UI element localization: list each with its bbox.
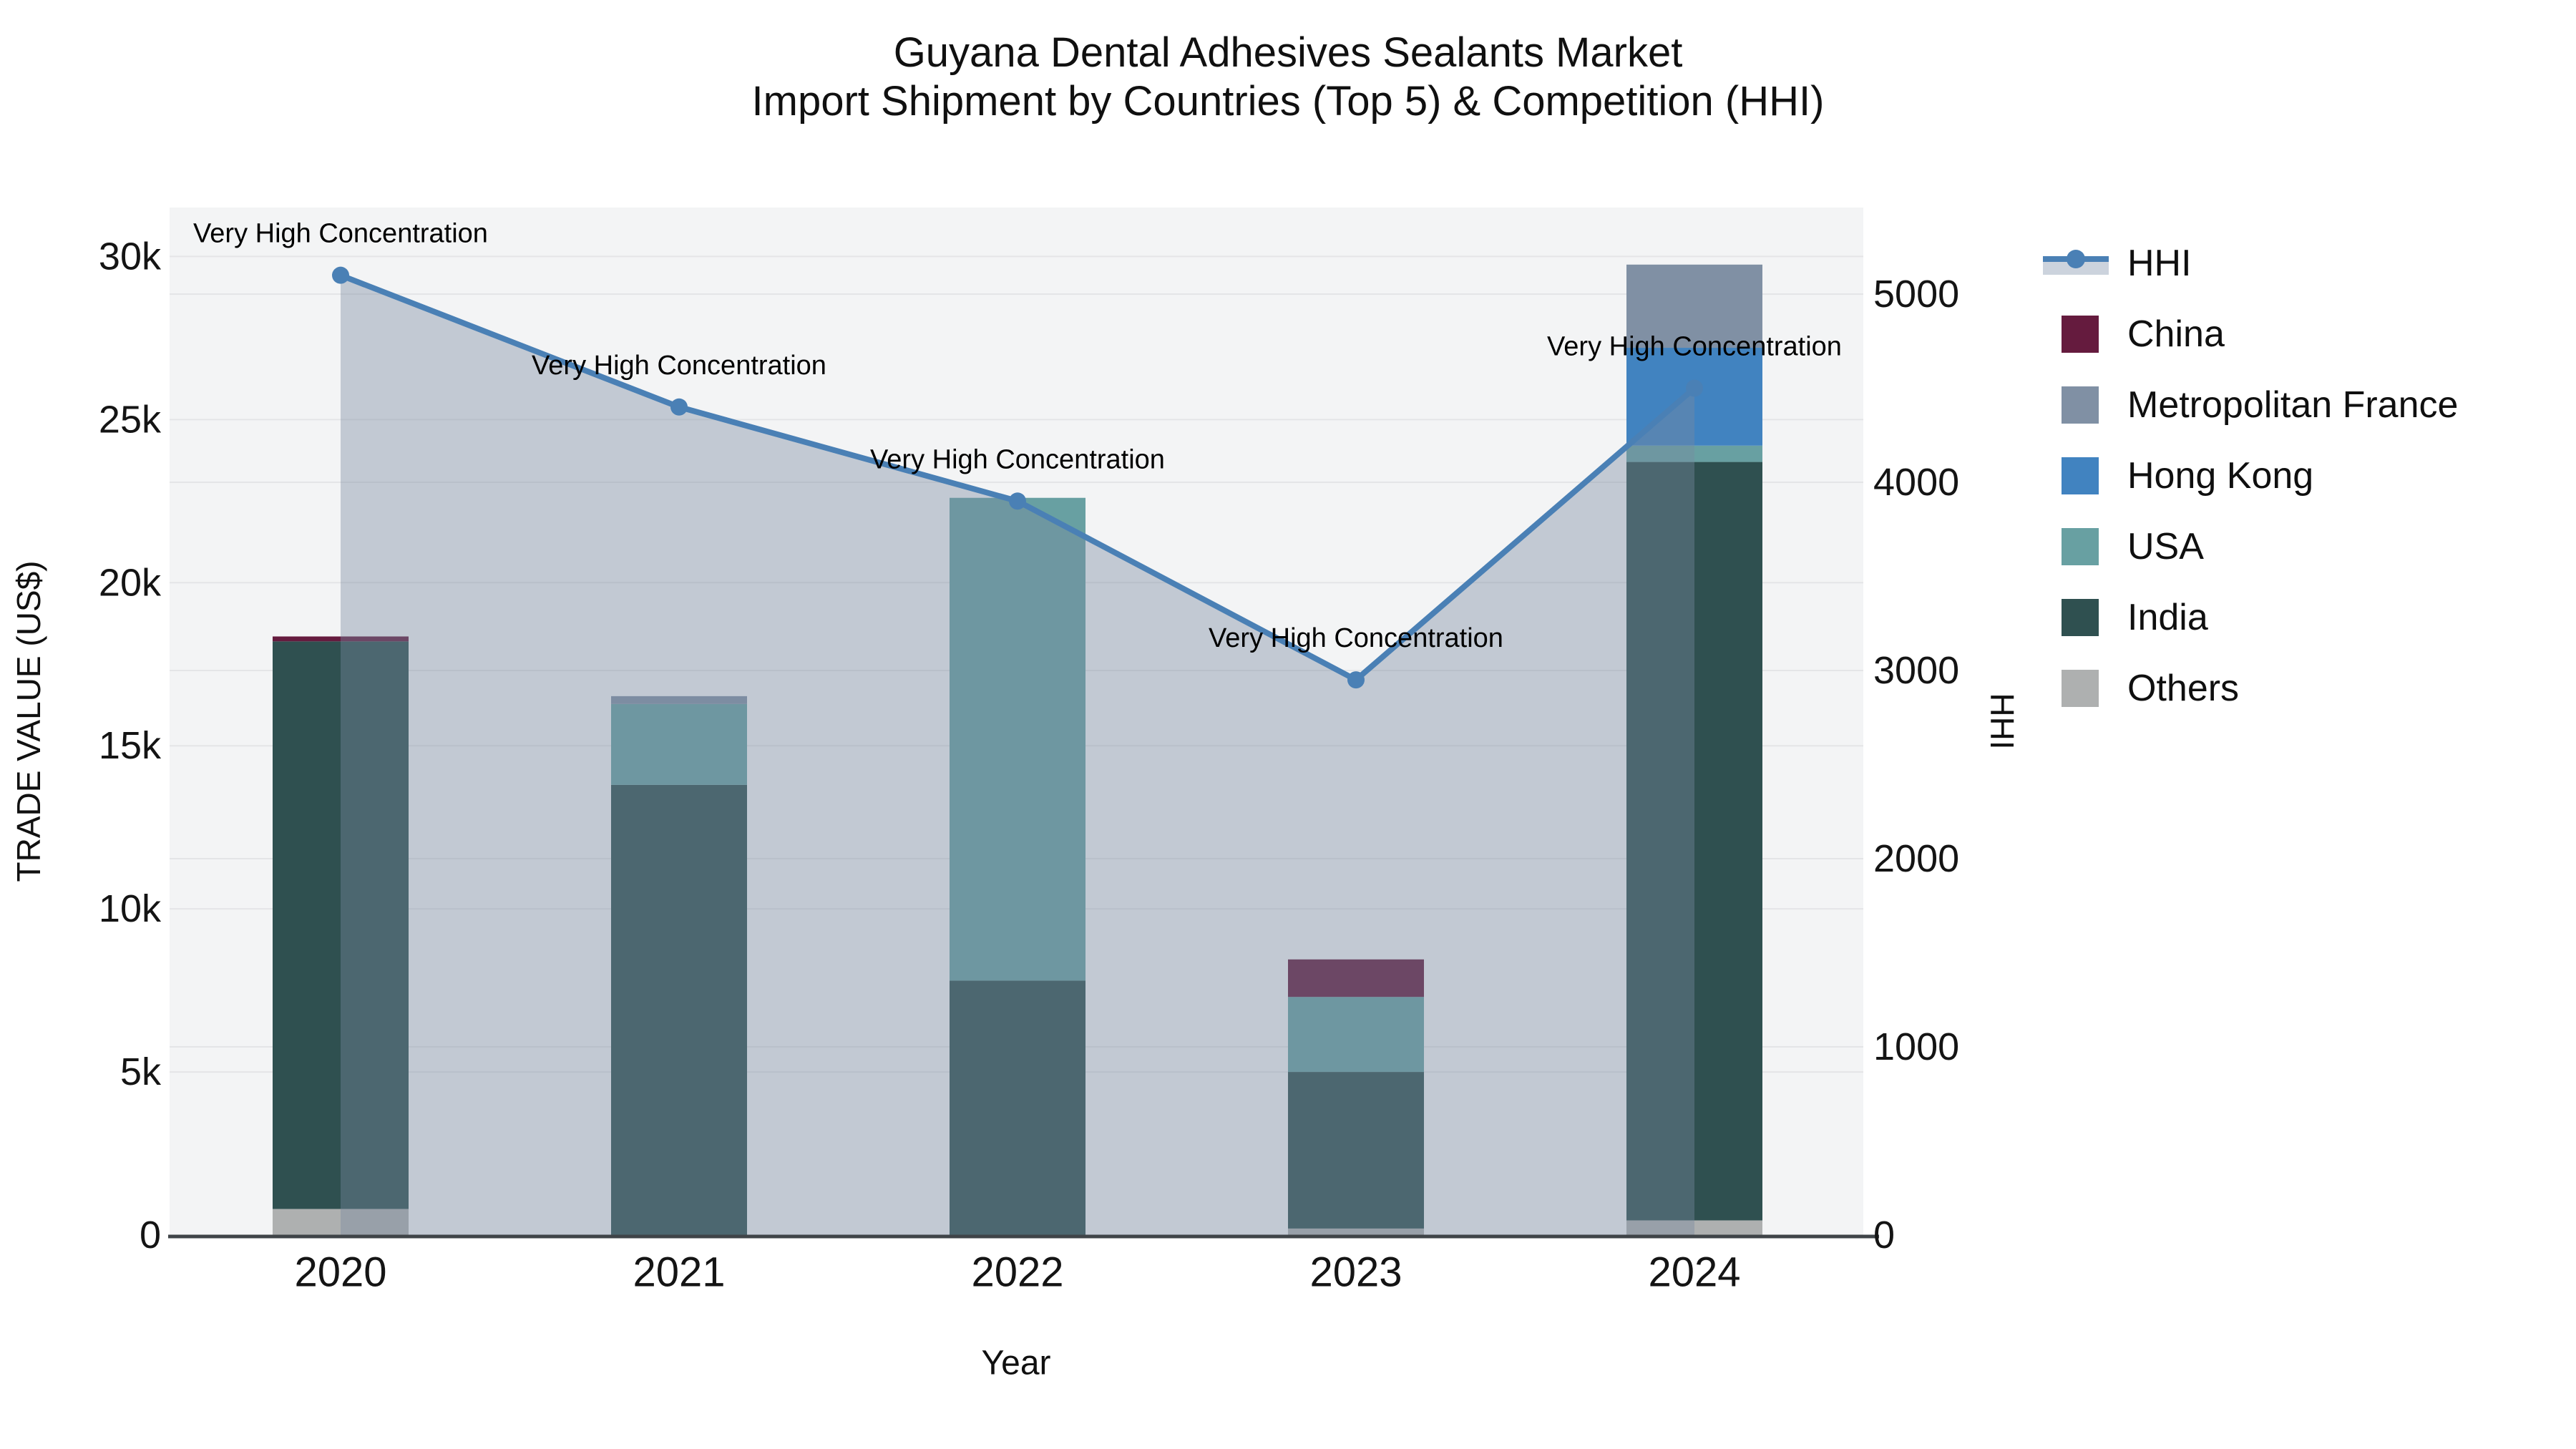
legend: HHI China Metropolitan France Hong Kong USA I…: [2043, 228, 2458, 723]
bar-segment-india-2022[interactable]: [950, 980, 1085, 1235]
legend-item-india[interactable]: India: [2043, 582, 2458, 653]
bar-segment-usa-2021[interactable]: [611, 703, 747, 785]
hhi-point-2021[interactable]: [670, 398, 688, 416]
x-tick-label-2022: 2022: [971, 1249, 1063, 1296]
hhi-point-2020[interactable]: [332, 266, 349, 284]
y-left-tick-label: 30k: [99, 235, 162, 278]
legend-item-hong-kong[interactable]: Hong Kong: [2043, 440, 2458, 511]
y-left-axis-title: TRADE VALUE (US$): [10, 560, 47, 882]
bar-segment-metropolitan-france-2024[interactable]: [1626, 264, 1762, 348]
x-tick-label-2020: 2020: [294, 1249, 386, 1296]
annotation-2022: Very High Concentration: [870, 444, 1165, 474]
legend-color-swatch-icon: [2043, 457, 2127, 494]
x-tick-label-2024: 2024: [1648, 1249, 1740, 1296]
bar-segment-others-2020[interactable]: [273, 1209, 409, 1235]
legend-item-others[interactable]: Others: [2043, 653, 2458, 723]
legend-color-swatch-icon: [2043, 386, 2127, 424]
bar-segment-others-2023[interactable]: [1288, 1228, 1424, 1235]
legend-label: Metropolitan France: [2127, 384, 2459, 426]
y-left-tick-label: 25k: [99, 398, 162, 441]
legend-item-metropolitan-france[interactable]: Metropolitan France: [2043, 369, 2458, 440]
y-right-axis-title: HHI: [1984, 693, 2021, 750]
bar-segment-china-2020[interactable]: [273, 636, 409, 642]
y-left-tick-label: 5k: [120, 1050, 162, 1093]
y-left-tick-label: 15k: [99, 724, 162, 767]
chart-title-line2: Import Shipment by Countries (Top 5) & C…: [751, 78, 1825, 125]
y-right-tick-label: 3000: [1873, 649, 1959, 692]
legend-item-usa[interactable]: USA: [2043, 511, 2458, 582]
bar-segment-india-2021[interactable]: [611, 784, 747, 1235]
legend-label: Others: [2127, 667, 2240, 709]
hhi-area-fill: [341, 275, 1694, 1236]
legend-label: Hong Kong: [2127, 454, 2314, 497]
x-tick-label-2021: 2021: [633, 1249, 725, 1296]
hhi-point-2022[interactable]: [1009, 492, 1026, 510]
bar-segment-others-2024[interactable]: [1626, 1220, 1762, 1235]
hhi-point-2023[interactable]: [1347, 671, 1365, 689]
bar-segment-india-2024[interactable]: [1626, 462, 1762, 1221]
legend-color-swatch-icon: [2043, 669, 2127, 707]
y-left-tick-label: 20k: [99, 561, 162, 604]
x-axis-title: Year: [981, 1344, 1051, 1382]
legend-label: India: [2127, 596, 2208, 638]
legend-label: HHI: [2127, 242, 2192, 284]
y-left-tick-label: 10k: [99, 887, 162, 930]
bar-segment-metropolitan-france-2021[interactable]: [611, 696, 747, 704]
legend-item-china[interactable]: China: [2043, 298, 2458, 369]
y-right-tick-label: 1000: [1873, 1025, 1959, 1068]
bar-segment-usa-2024[interactable]: [1626, 445, 1762, 462]
y-left-tick-label: 0: [140, 1214, 161, 1257]
bar-segment-usa-2023[interactable]: [1288, 997, 1424, 1073]
annotation-2020: Very High Concentration: [193, 219, 488, 249]
annotation-2021: Very High Concentration: [532, 351, 826, 381]
bar-segment-china-2023[interactable]: [1288, 959, 1424, 997]
chart-title: Guyana Dental Adhesives Sealants Market …: [0, 29, 2576, 127]
legend-item-hhi[interactable]: HHI: [2043, 228, 2458, 298]
legend-color-swatch-icon: [2043, 598, 2127, 636]
hhi-point-2024[interactable]: [1686, 379, 1703, 397]
legend-label: USA: [2127, 525, 2204, 567]
legend-color-swatch-icon: [2043, 315, 2127, 353]
y-right-tick-label: 2000: [1873, 837, 1959, 880]
bar-segment-india-2020[interactable]: [273, 641, 409, 1209]
annotation-2023: Very High Concentration: [1209, 623, 1503, 653]
legend-label: China: [2127, 313, 2225, 355]
y-right-tick-label: 5000: [1873, 273, 1959, 316]
legend-line-swatch-icon: [2043, 245, 2127, 282]
bar-segment-usa-2022[interactable]: [950, 497, 1085, 981]
x-tick-label-2023: 2023: [1309, 1249, 1402, 1296]
legend-color-swatch-icon: [2043, 527, 2127, 565]
y-right-tick-label: 4000: [1873, 461, 1959, 504]
annotation-2024: Very High Concentration: [1547, 331, 1842, 361]
chart-title-line1: Guyana Dental Adhesives Sealants Market: [893, 29, 1683, 76]
bar-segment-india-2023[interactable]: [1288, 1072, 1424, 1229]
y-right-tick-label: 0: [1873, 1214, 1895, 1257]
